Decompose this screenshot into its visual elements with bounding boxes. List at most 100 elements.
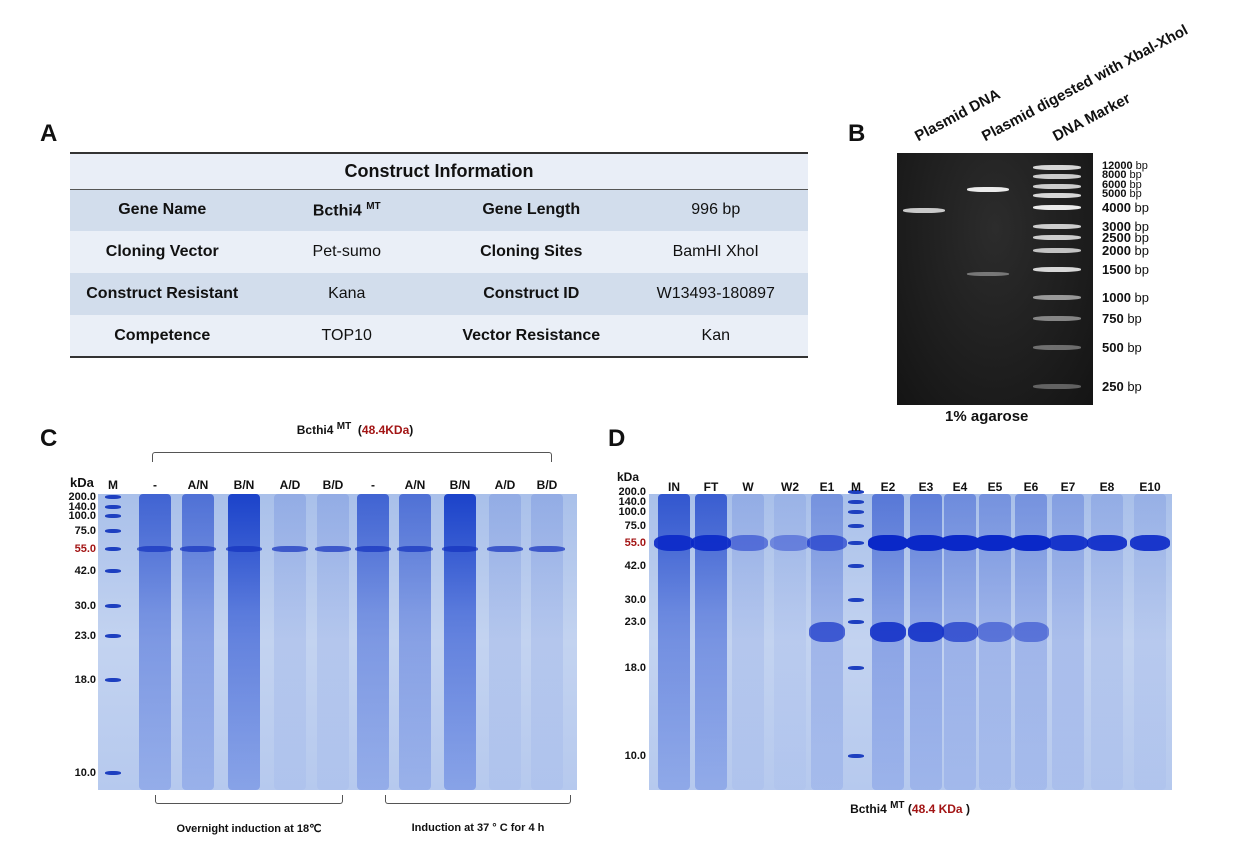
lane-smear xyxy=(357,494,389,790)
cell-text: Construct ID xyxy=(483,285,580,302)
marker-label: 10.0 xyxy=(74,767,96,779)
target-band xyxy=(355,546,391,552)
target-band xyxy=(807,535,847,551)
ladder-size: 8000 xyxy=(1102,169,1127,181)
ladder-label: 500 bp xyxy=(1102,341,1142,354)
ladder-band xyxy=(1033,205,1081,210)
table-cell: Construct ID xyxy=(439,273,624,315)
ladder-band xyxy=(1033,384,1081,389)
ladder-label: 750 bp xyxy=(1102,312,1142,325)
ladder-label: 6000 bp xyxy=(1102,180,1142,191)
target-band xyxy=(137,546,173,552)
lane-smear xyxy=(274,494,306,790)
ladder-size: 6000 xyxy=(1102,179,1127,191)
cell-text: Vector Resistance xyxy=(462,326,601,344)
ladder-label: 2000 bp xyxy=(1102,244,1149,257)
lane-label: E10 xyxy=(1139,480,1161,494)
ladder-band xyxy=(1033,248,1081,253)
target-band xyxy=(272,546,308,552)
plasmid-band xyxy=(903,208,945,213)
marker-band xyxy=(848,598,864,602)
marker-band xyxy=(105,771,121,775)
ladder-size: 2000 xyxy=(1102,243,1131,258)
lane-smear xyxy=(182,494,214,790)
table-row: Competence TOP10 Vector Resistance Kan xyxy=(70,315,808,357)
marker-band xyxy=(848,510,864,514)
marker-band xyxy=(105,634,121,638)
marker-band xyxy=(848,666,864,670)
lane-label: A/N xyxy=(187,478,209,492)
panel-label-d: D xyxy=(608,425,626,452)
ladder-size: 250 xyxy=(1102,379,1124,394)
lane-label: E4 xyxy=(952,480,968,494)
ladder-label: 4000 bp xyxy=(1102,201,1149,214)
marker-label: 100.0 xyxy=(618,506,646,518)
ladder-label: 1500 bp xyxy=(1102,263,1149,276)
marker-band xyxy=(105,505,121,509)
table-cell: TOP10 xyxy=(254,315,439,357)
protein-name: Bcthi4 xyxy=(850,802,887,816)
lane-label: B/D xyxy=(536,478,558,492)
marker-band xyxy=(105,547,121,551)
group-label: Overnight induction at 18℃ xyxy=(176,823,322,835)
target-band xyxy=(1130,535,1170,551)
ladder-size: 2500 xyxy=(1102,230,1131,245)
lane-label: A/D xyxy=(494,478,516,492)
bottom-bracket xyxy=(155,795,343,804)
target-band xyxy=(226,546,262,552)
lane-label: W xyxy=(742,480,754,494)
target-band xyxy=(1011,535,1051,551)
band-23kda xyxy=(977,622,1013,642)
lane-label: W2 xyxy=(781,480,799,494)
ladder-unit: bp xyxy=(1134,219,1150,234)
lane-label: E5 xyxy=(987,480,1003,494)
lane-smear xyxy=(444,494,476,790)
marker-label: 55.0 xyxy=(74,543,96,555)
band-23kda xyxy=(870,622,906,642)
marker-label: 100.0 xyxy=(68,510,96,522)
table-cell: Bcthi4 MT xyxy=(254,189,439,231)
marker-label: 18.0 xyxy=(74,674,96,686)
target-band xyxy=(1048,535,1088,551)
lane-smear xyxy=(531,494,563,790)
paren: ( xyxy=(907,802,912,816)
table-cell: BamHI XhoI xyxy=(623,231,808,273)
kda-label: kDa xyxy=(617,470,640,484)
lane-label: A/N xyxy=(404,478,426,492)
table-row: Cloning Vector Pet-sumo Cloning Sites BamHI… xyxy=(70,231,808,273)
marker-band xyxy=(848,524,864,528)
lane-label: B/D xyxy=(322,478,344,492)
ladder-band xyxy=(1033,184,1081,189)
table-title: Construct Information xyxy=(70,153,808,190)
table-cell: Gene Length xyxy=(439,189,624,231)
table-cell: Construct Resistant xyxy=(70,273,255,315)
gel-c-title: Bcthi4 MT (48.4KDa) xyxy=(297,421,414,437)
paren: ( xyxy=(357,423,362,437)
panel-label-b: B xyxy=(848,120,866,147)
marker-label: 10.0 xyxy=(624,750,646,762)
marker-label: 140.0 xyxy=(618,496,646,508)
table-cell: Kana xyxy=(254,273,439,315)
target-band xyxy=(906,535,946,551)
band-23kda xyxy=(1013,622,1049,642)
cell-text: Cloning Sites xyxy=(480,243,583,260)
ladder-size: 5000 xyxy=(1102,188,1127,200)
target-band xyxy=(1087,535,1127,551)
paren: ) xyxy=(409,423,414,437)
table-cell: Pet-sumo xyxy=(254,231,439,273)
marker-band xyxy=(105,569,121,573)
ladder-size: 1500 xyxy=(1102,262,1131,277)
table-cell: Kan xyxy=(623,315,808,357)
insert-band xyxy=(967,272,1009,276)
target-band xyxy=(868,535,908,551)
cell-text: Bcthi4 xyxy=(312,201,362,219)
ladder-band xyxy=(1033,224,1081,229)
cell-superscript: MT xyxy=(366,200,381,212)
cell-text: 996 bp xyxy=(691,201,741,219)
protein-name: Bcthi4 xyxy=(296,423,334,437)
ladder-size: 1000 xyxy=(1102,290,1131,305)
ladder-band xyxy=(1033,193,1081,198)
marker-label: 200.0 xyxy=(68,491,96,503)
ladder-unit: bp xyxy=(1134,230,1150,245)
ladder-size: 3000 xyxy=(1102,219,1131,234)
